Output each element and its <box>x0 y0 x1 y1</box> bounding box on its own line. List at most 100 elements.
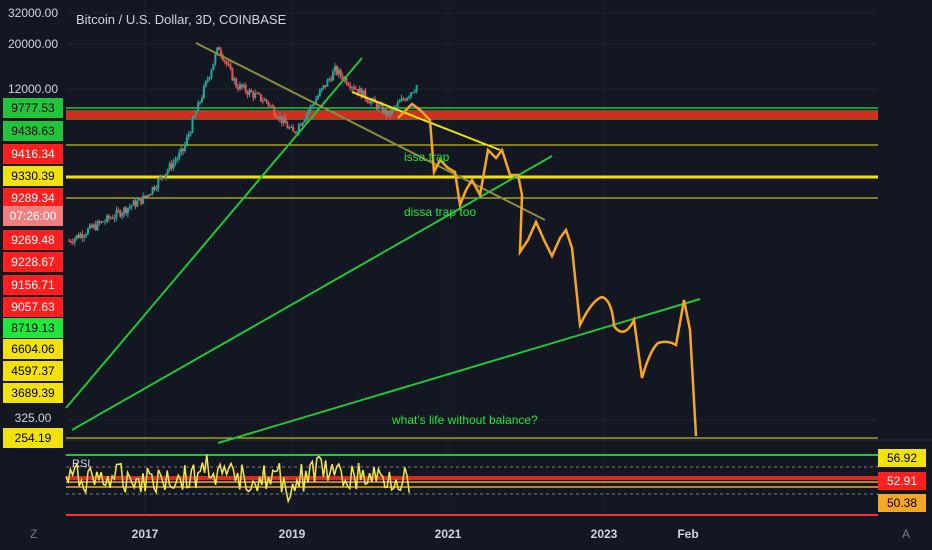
candle-body <box>297 124 300 132</box>
candle-body <box>182 148 184 152</box>
time-axis-label: 2017 <box>131 527 159 541</box>
price-axis-label: 12000.00 <box>7 82 59 96</box>
candle-body <box>362 90 365 98</box>
candle-body <box>290 127 293 129</box>
candle-body <box>117 209 120 211</box>
chart-title: Bitcoin / U.S. Dollar, 3D, COINBASE <box>76 12 287 27</box>
rsi-band <box>66 476 878 480</box>
projection-path <box>397 102 698 437</box>
candle-body <box>176 158 179 161</box>
price-axis-label: 8719.13 <box>3 318 63 338</box>
candle-body <box>248 90 251 95</box>
candle-body <box>100 221 103 223</box>
candle-body <box>223 60 226 62</box>
candle-body <box>309 105 312 111</box>
candle-body <box>316 96 319 100</box>
candle-body <box>168 163 171 170</box>
candle-body <box>144 195 146 198</box>
candle-body <box>233 78 236 81</box>
candle-body <box>311 104 314 106</box>
candle-body <box>73 238 76 243</box>
candle-body <box>305 114 308 120</box>
candle-body <box>187 134 190 138</box>
candle-body <box>259 93 262 101</box>
horizontal-levels <box>66 107 878 439</box>
candle-body <box>113 217 116 219</box>
price-axis-label: 9416.34 <box>3 144 63 164</box>
candle-body <box>377 104 380 110</box>
candle-body <box>193 115 196 119</box>
candle-body <box>408 96 411 98</box>
candle-body <box>115 209 118 218</box>
candle-body <box>170 163 173 169</box>
candle-body <box>318 90 321 97</box>
candle-body <box>278 115 281 120</box>
candle-body <box>126 208 129 214</box>
candle-body <box>381 104 384 114</box>
candle-body <box>111 217 114 219</box>
candle-body <box>258 93 260 95</box>
time-axis-label: 2023 <box>590 527 618 541</box>
level-band <box>66 112 878 118</box>
candle-body <box>119 210 122 217</box>
candle-body <box>324 85 327 87</box>
candle-body <box>315 99 317 105</box>
candle-body <box>149 193 152 196</box>
candle-body <box>79 233 82 238</box>
candle-body <box>142 195 145 204</box>
price-axis-label: 4597.37 <box>3 361 63 381</box>
candle-body <box>385 109 388 116</box>
candle-body <box>307 110 310 115</box>
candle-body <box>313 104 316 106</box>
candle-body <box>151 186 154 194</box>
candle-body <box>240 84 243 88</box>
candle-body <box>356 89 359 94</box>
candle-body <box>347 83 350 86</box>
candle-body <box>208 77 211 80</box>
candle-body <box>220 50 222 56</box>
candle-body <box>90 224 93 228</box>
candle-body <box>172 162 175 169</box>
candle-body <box>210 69 213 78</box>
candle-body <box>216 47 219 55</box>
candle-body <box>396 102 399 107</box>
candle-body <box>339 69 342 76</box>
candle-body <box>136 200 139 207</box>
candle-body <box>267 101 270 106</box>
candle-body <box>121 213 124 217</box>
candle-body <box>404 99 407 101</box>
trendline-green <box>71 155 553 431</box>
candle-body <box>206 79 209 82</box>
candle-body <box>197 102 200 112</box>
candle-body <box>246 91 249 95</box>
candle-body <box>88 224 91 229</box>
candle-body <box>153 186 156 190</box>
candle-body <box>161 176 164 178</box>
candle-body <box>273 106 276 116</box>
rsi-line <box>65 454 410 504</box>
price-axis-label: 325.00 <box>14 411 52 425</box>
time-axis-label: Feb <box>677 527 699 541</box>
candle-body <box>263 99 266 101</box>
candle-body <box>104 221 107 223</box>
auto-scale-button[interactable]: A <box>902 527 911 541</box>
candle-body <box>366 98 369 102</box>
candle-body <box>415 85 418 92</box>
candle-body <box>349 85 352 89</box>
candle-body <box>368 101 371 104</box>
zoom-button[interactable]: Z <box>30 527 38 541</box>
rsi-pane <box>65 454 878 504</box>
candle-body <box>375 102 378 110</box>
candle-body <box>130 205 133 207</box>
candle-body <box>326 79 329 87</box>
candle-body <box>303 119 306 123</box>
candle-body <box>125 207 127 214</box>
candle-body <box>394 106 397 108</box>
candle-body <box>237 87 240 90</box>
candle-body <box>341 75 344 80</box>
grid <box>66 0 932 516</box>
candle-body <box>201 97 203 102</box>
candle-body <box>353 87 355 89</box>
candle-body <box>87 228 89 235</box>
candle-body <box>77 235 80 238</box>
